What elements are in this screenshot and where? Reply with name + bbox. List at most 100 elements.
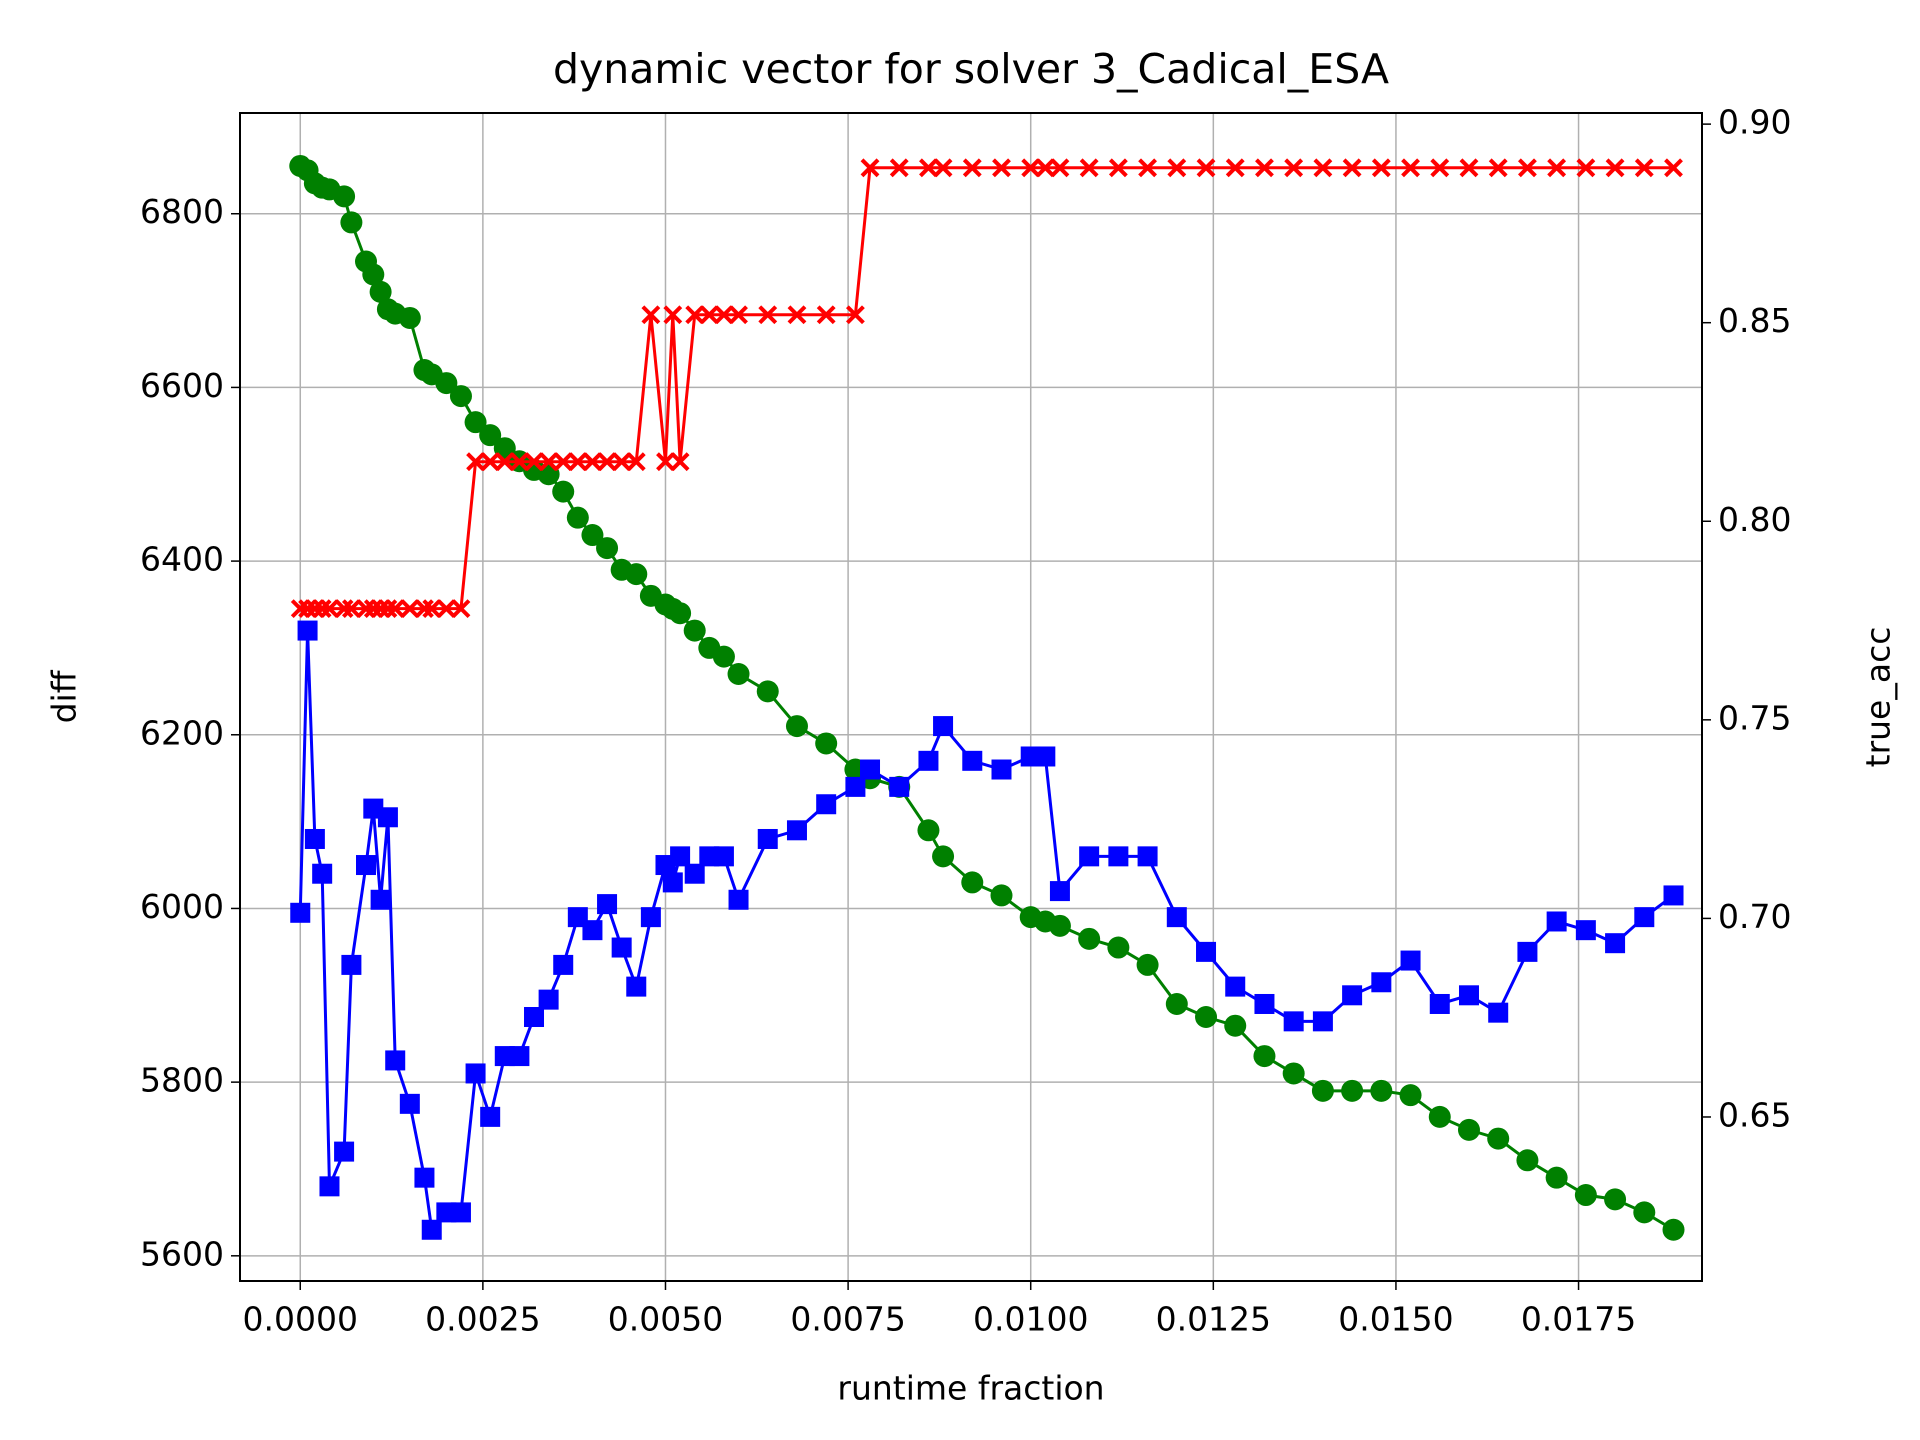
point xyxy=(1342,985,1363,1006)
point xyxy=(1662,1218,1685,1241)
point xyxy=(1605,933,1626,954)
point xyxy=(1282,1062,1305,1085)
point xyxy=(933,158,953,178)
point xyxy=(479,424,502,447)
point xyxy=(787,305,807,325)
point xyxy=(1518,158,1537,178)
point xyxy=(1283,1011,1304,1032)
point xyxy=(1342,158,1362,178)
point xyxy=(713,846,734,867)
point xyxy=(362,263,385,286)
point xyxy=(1196,158,1216,178)
point xyxy=(1547,158,1567,178)
y2-tick-label: 0.90 xyxy=(1718,103,1791,142)
point xyxy=(729,305,748,325)
point xyxy=(341,599,361,619)
point xyxy=(305,599,325,619)
point xyxy=(1165,992,1188,1015)
point xyxy=(992,158,1011,178)
point xyxy=(421,1219,442,1240)
point xyxy=(495,452,515,472)
plot-frame xyxy=(239,112,1703,1282)
point xyxy=(1546,911,1567,932)
point xyxy=(727,662,750,685)
point xyxy=(889,158,909,178)
y-tick-label: 5600 xyxy=(140,1234,224,1273)
point xyxy=(1428,1105,1451,1128)
point xyxy=(786,820,807,841)
point xyxy=(1224,1014,1247,1037)
point xyxy=(334,599,354,619)
point xyxy=(568,452,588,472)
x-tick-label: 0.0150 xyxy=(1338,1300,1453,1339)
point xyxy=(340,211,363,234)
x-tick-label: 0.0125 xyxy=(1156,1300,1271,1339)
point xyxy=(290,599,310,619)
point xyxy=(319,1176,340,1197)
point xyxy=(757,828,778,849)
point xyxy=(1167,158,1187,178)
y2-tick-label: 0.85 xyxy=(1718,301,1791,340)
point xyxy=(1605,158,1625,178)
point xyxy=(991,759,1012,780)
point xyxy=(449,385,472,408)
point xyxy=(509,452,529,472)
x-tick-label: 0.0050 xyxy=(608,1300,723,1339)
point xyxy=(465,1063,486,1084)
y2-axis-label: true_acc xyxy=(1859,627,1898,768)
point xyxy=(1429,993,1450,1014)
point xyxy=(816,794,837,815)
point xyxy=(1517,941,1538,962)
point xyxy=(371,599,391,619)
y2-tick-label: 0.80 xyxy=(1718,500,1791,539)
point xyxy=(451,599,471,619)
point xyxy=(1458,985,1479,1006)
point xyxy=(1634,907,1655,928)
point xyxy=(1545,1166,1568,1189)
point xyxy=(414,1167,435,1188)
point xyxy=(663,305,683,325)
point xyxy=(1108,158,1128,178)
point xyxy=(962,158,982,178)
point xyxy=(626,452,646,472)
point xyxy=(1516,1149,1539,1172)
point xyxy=(662,872,683,893)
x-tick-label: 0.0100 xyxy=(973,1300,1088,1339)
point xyxy=(1078,927,1101,950)
point xyxy=(1035,158,1055,178)
point xyxy=(1575,920,1596,941)
point xyxy=(816,305,836,325)
y-tick-label: 6600 xyxy=(140,366,224,405)
point xyxy=(1284,158,1304,178)
point xyxy=(785,715,808,738)
point xyxy=(298,599,317,619)
y-tick-label: 6400 xyxy=(140,540,224,579)
point xyxy=(961,871,984,894)
point xyxy=(385,1050,406,1071)
point xyxy=(1255,158,1274,178)
point xyxy=(312,863,333,884)
point xyxy=(1138,158,1158,178)
point xyxy=(1457,1118,1480,1141)
point xyxy=(990,884,1013,907)
point xyxy=(597,894,618,915)
y2-tick-label: 0.70 xyxy=(1718,897,1791,936)
point xyxy=(1107,936,1130,959)
point xyxy=(1313,158,1333,178)
point xyxy=(466,452,485,472)
point xyxy=(1371,158,1391,178)
point xyxy=(917,819,940,842)
point xyxy=(581,524,604,547)
point xyxy=(1459,158,1479,178)
point xyxy=(524,1007,545,1028)
point xyxy=(918,750,939,771)
point xyxy=(596,537,619,560)
y-tick-label: 6800 xyxy=(140,192,224,231)
x-tick-label: 0.0025 xyxy=(425,1300,540,1339)
point xyxy=(684,863,705,884)
point xyxy=(1195,1006,1218,1029)
point xyxy=(962,750,983,771)
point xyxy=(641,305,661,325)
point xyxy=(553,452,573,472)
point xyxy=(480,1106,501,1127)
